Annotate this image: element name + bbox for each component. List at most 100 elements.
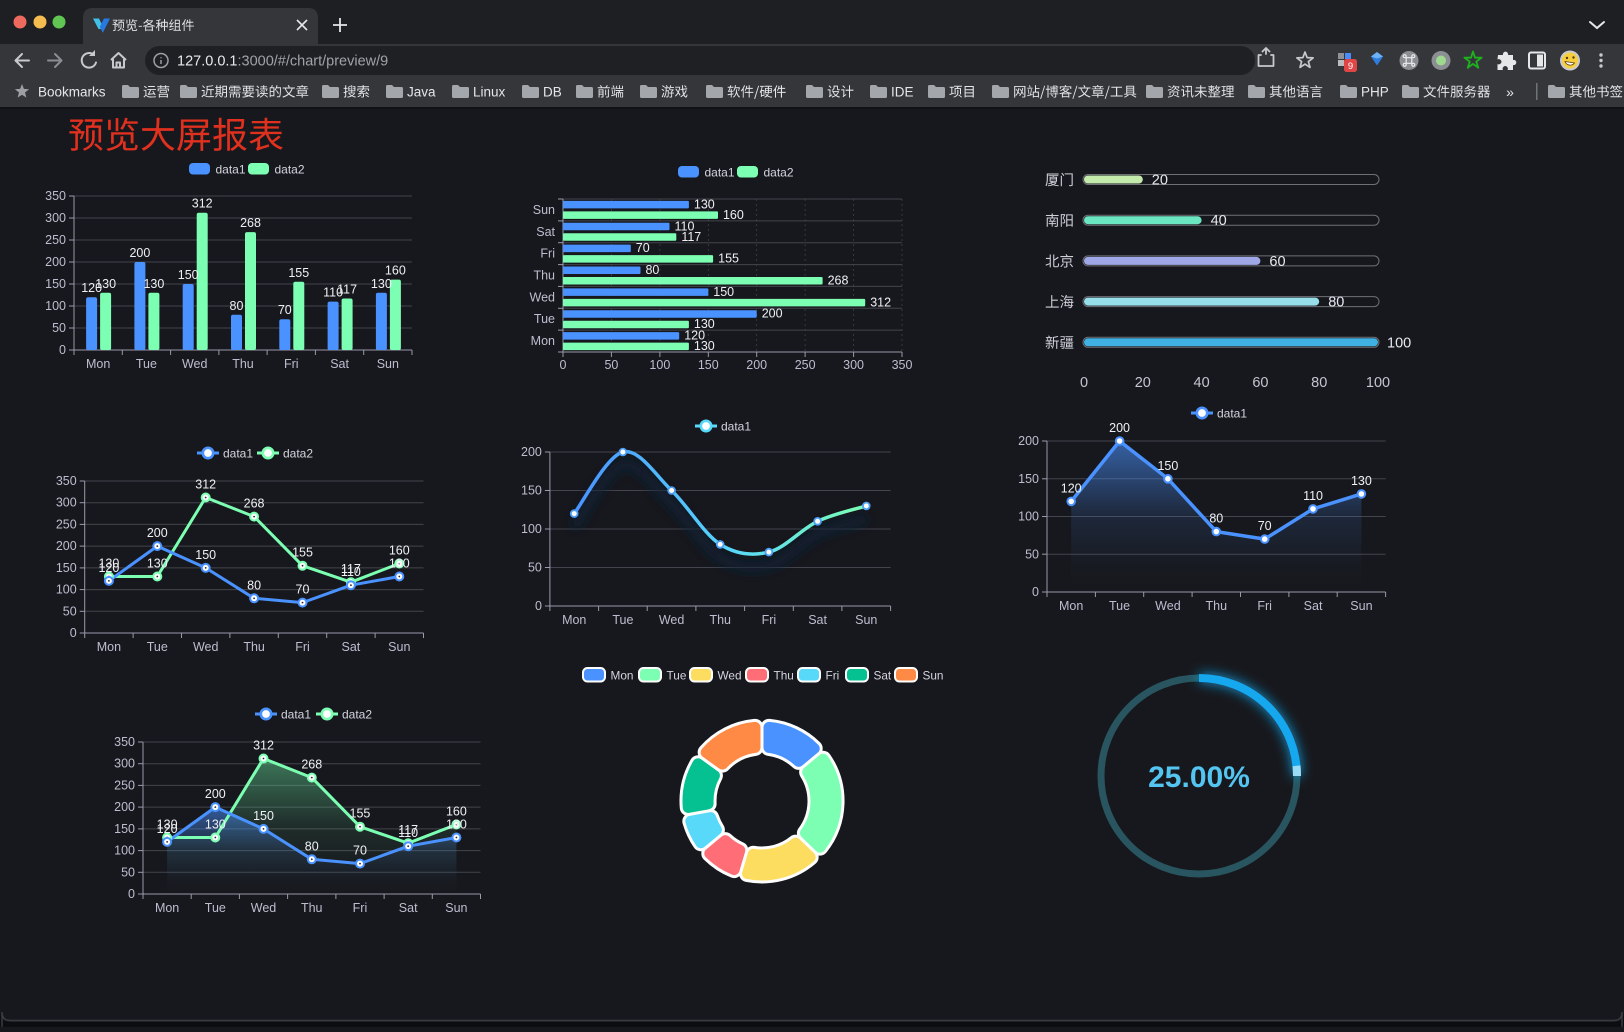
svg-text:70: 70: [636, 241, 650, 255]
svg-text:268: 268: [240, 216, 261, 230]
svg-text:100: 100: [1387, 335, 1411, 351]
svg-text:50: 50: [63, 604, 77, 618]
svg-text:70: 70: [296, 583, 310, 597]
svg-text:117: 117: [681, 230, 701, 244]
svg-text:Thu: Thu: [1206, 599, 1228, 613]
svg-text:312: 312: [192, 197, 213, 211]
svg-text:Thu: Thu: [243, 640, 265, 654]
svg-text:130: 130: [157, 818, 178, 832]
svg-text:Linux: Linux: [473, 85, 506, 100]
svg-text:0: 0: [128, 887, 135, 901]
svg-text:Tue: Tue: [612, 613, 633, 627]
svg-text:0: 0: [70, 626, 77, 640]
svg-text:Wed: Wed: [193, 640, 219, 654]
svg-text:Sat: Sat: [808, 613, 827, 627]
svg-text:Sat: Sat: [1304, 599, 1323, 613]
svg-text:Mon: Mon: [562, 613, 586, 627]
svg-text:Sun: Sun: [855, 613, 877, 627]
svg-text:50: 50: [52, 321, 66, 335]
svg-text:data1: data1: [223, 447, 253, 461]
svg-text:130: 130: [205, 818, 226, 832]
svg-text:Wed: Wed: [251, 901, 277, 915]
svg-text:9: 9: [1348, 61, 1353, 72]
svg-text:Sat: Sat: [874, 669, 892, 683]
svg-text:120: 120: [81, 281, 102, 295]
svg-text:Thu: Thu: [774, 669, 794, 683]
svg-text:data1: data1: [281, 708, 311, 722]
svg-text:130: 130: [694, 339, 715, 353]
svg-text:25.00%: 25.00%: [1148, 761, 1250, 794]
svg-text:Fri: Fri: [1257, 599, 1272, 613]
svg-text:155: 155: [288, 266, 309, 280]
svg-text:160: 160: [723, 208, 744, 222]
svg-text:Sun: Sun: [445, 901, 467, 915]
svg-text:150: 150: [1018, 472, 1039, 486]
svg-text:50: 50: [604, 358, 618, 372]
svg-text:150: 150: [195, 548, 216, 562]
svg-text:300: 300: [56, 496, 77, 510]
svg-text:Fri: Fri: [353, 901, 368, 915]
svg-text:312: 312: [870, 295, 891, 309]
svg-text:120: 120: [684, 329, 705, 343]
svg-text:155: 155: [350, 807, 371, 821]
svg-text:150: 150: [253, 809, 274, 823]
svg-text:20: 20: [1135, 375, 1151, 391]
svg-text:Fri: Fri: [284, 357, 299, 371]
svg-text:Wed: Wed: [718, 669, 742, 683]
svg-text:130: 130: [371, 277, 392, 291]
svg-text:250: 250: [795, 358, 816, 372]
svg-text:Sun: Sun: [533, 203, 555, 217]
svg-text:200: 200: [762, 307, 783, 321]
svg-text:127.0.0.1:3000/#/chart/preview: 127.0.0.1:3000/#/chart/preview/9: [177, 54, 388, 70]
svg-text:data2: data2: [764, 166, 794, 180]
svg-text:Fri: Fri: [540, 247, 555, 261]
svg-text:Sun: Sun: [377, 357, 399, 371]
svg-text:80: 80: [645, 263, 659, 277]
svg-text:Tue: Tue: [136, 357, 157, 371]
svg-text:110: 110: [341, 565, 361, 579]
svg-text:Sun: Sun: [388, 640, 410, 654]
svg-text:130: 130: [389, 557, 410, 571]
svg-text:Sat: Sat: [399, 901, 418, 915]
svg-text:130: 130: [95, 277, 116, 291]
svg-text:0: 0: [560, 358, 567, 372]
svg-text:data2: data2: [342, 708, 372, 722]
svg-text:Bookmarks: Bookmarks: [38, 85, 106, 100]
svg-text:200: 200: [147, 526, 168, 540]
svg-text:268: 268: [244, 497, 265, 511]
svg-text:data1: data1: [705, 166, 735, 180]
svg-text:117: 117: [398, 823, 418, 837]
svg-text:100: 100: [114, 844, 135, 858]
svg-text:0: 0: [1032, 585, 1039, 599]
svg-text:70: 70: [278, 303, 292, 317]
svg-text:150: 150: [713, 285, 734, 299]
svg-text:data1: data1: [1217, 407, 1247, 421]
svg-text:Tue: Tue: [534, 312, 555, 326]
svg-text:160: 160: [446, 805, 467, 819]
svg-text:250: 250: [56, 517, 77, 531]
svg-text:155: 155: [292, 546, 313, 560]
svg-text:130: 130: [694, 197, 715, 211]
svg-text:40: 40: [1211, 213, 1227, 229]
svg-text:40: 40: [1194, 375, 1210, 391]
svg-text:50: 50: [528, 561, 542, 575]
svg-text:100: 100: [56, 583, 77, 597]
svg-text:200: 200: [205, 787, 226, 801]
svg-text:80: 80: [1311, 375, 1327, 391]
svg-text:Wed: Wed: [182, 357, 208, 371]
svg-text:Tue: Tue: [205, 901, 226, 915]
svg-text:100: 100: [521, 522, 542, 536]
svg-text:100: 100: [649, 358, 670, 372]
svg-text:117: 117: [337, 283, 357, 297]
svg-text:20: 20: [1152, 173, 1168, 189]
svg-text:IDE: IDE: [891, 85, 914, 100]
svg-text:Tue: Tue: [667, 669, 687, 683]
svg-text:150: 150: [521, 484, 542, 498]
svg-text:PHP: PHP: [1361, 85, 1389, 100]
svg-text:Mon: Mon: [97, 640, 121, 654]
svg-text:data2: data2: [275, 163, 305, 177]
svg-text:110: 110: [675, 219, 695, 233]
svg-text:312: 312: [253, 739, 274, 753]
svg-text:350: 350: [114, 735, 135, 749]
svg-text:250: 250: [114, 778, 135, 792]
